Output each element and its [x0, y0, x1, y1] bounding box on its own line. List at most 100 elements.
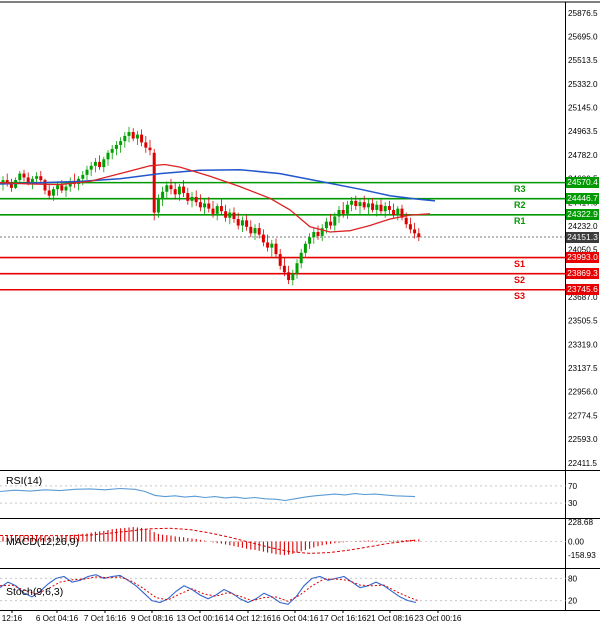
candle-body	[106, 152, 110, 160]
time-axis-label: 16 Oct 04:16	[272, 614, 319, 623]
candle-body	[240, 220, 244, 226]
time-axis-label: 23 Oct 00:16	[415, 614, 462, 623]
candle-body	[270, 243, 274, 248]
candle-body	[211, 208, 215, 214]
rsi-axis-label: 70	[568, 482, 578, 491]
price-axis-label: 23319.0	[568, 340, 598, 349]
candle-body	[362, 202, 366, 208]
macd-label: MACD(12,26,9)	[6, 536, 79, 548]
macd-signal-line	[0, 527, 416, 554]
candle-body	[60, 185, 64, 191]
candle-body	[375, 204, 379, 210]
price-badge-r1: 24322.9	[566, 209, 599, 221]
time-axis-label: 9 Oct 08:16	[131, 614, 174, 623]
candle-body	[5, 180, 9, 184]
candle-body	[291, 273, 295, 281]
candle-body	[404, 217, 408, 225]
candle-body	[316, 232, 320, 236]
candle-body	[26, 177, 30, 183]
candle-body	[114, 145, 118, 149]
time-axis-label: 6 Oct 04:16	[36, 614, 79, 623]
price-badge-s2: 23869.3	[566, 268, 599, 280]
rsi-line	[0, 487, 416, 502]
candle-body	[408, 224, 412, 230]
candle-body	[366, 203, 370, 208]
level-label-s3: S3	[514, 291, 526, 302]
candle-body	[337, 209, 341, 217]
candle-body	[161, 191, 165, 200]
level-label-r1: R1	[514, 216, 526, 227]
candle-body	[89, 165, 93, 170]
price-axis-label: 23687.0	[568, 293, 598, 302]
candle-body	[350, 200, 354, 205]
candle-body	[165, 185, 169, 192]
candle-body	[64, 186, 68, 191]
rsi-label: RSI(14)	[6, 475, 43, 487]
ma-red-line	[0, 163, 431, 233]
price-badge-r2: 24446.7	[566, 193, 599, 205]
candle-body	[207, 203, 211, 209]
candle-body	[39, 176, 43, 181]
candle-body	[43, 180, 47, 191]
ma-blue-line	[0, 168, 436, 202]
candle-body	[308, 237, 312, 244]
candle-body	[85, 169, 89, 175]
price-axis-label: 23137.5	[568, 364, 598, 373]
price-axis-label: 25332.0	[568, 80, 598, 89]
candle-body	[324, 221, 328, 229]
level-label-r3: R3	[514, 184, 526, 195]
macd-axis-label: -158.93	[568, 551, 596, 560]
candle-body	[140, 134, 144, 143]
candle-body	[127, 132, 131, 136]
candle-body	[295, 263, 299, 274]
candle-body	[274, 243, 278, 255]
candle-body	[329, 221, 333, 226]
candle-body	[18, 173, 22, 181]
candle-body	[358, 202, 362, 207]
candle-body	[30, 178, 34, 183]
macd-axis-label: 0.00	[568, 538, 584, 547]
candle-body	[198, 202, 202, 208]
price-axis-label: 22593.0	[568, 435, 598, 444]
candle-body	[261, 234, 265, 243]
time-axis-label: 17 Oct 16:16	[320, 614, 367, 623]
level-label-r2: R2	[514, 200, 526, 211]
candle-body	[144, 142, 148, 148]
candle-body	[266, 242, 270, 248]
candle-body	[148, 147, 152, 151]
candle-body	[299, 252, 303, 264]
candle-body	[278, 254, 282, 266]
candle-body	[9, 183, 13, 188]
candle-body	[387, 206, 391, 210]
candle-body	[249, 226, 253, 234]
price-badge-s3: 23745.6	[566, 284, 599, 296]
candle-body	[173, 189, 177, 195]
candle-body	[413, 229, 417, 234]
time-axis-label: 7 Oct 16:16	[84, 614, 127, 623]
candle-body	[135, 134, 139, 139]
candle-body	[182, 186, 186, 194]
candle-body	[287, 272, 291, 281]
candle-body	[224, 211, 228, 218]
candle-body	[35, 176, 39, 179]
candle-body	[236, 219, 240, 226]
candle-body	[56, 185, 60, 190]
candle-body	[203, 203, 207, 208]
stoch-axis-label: 80	[568, 574, 578, 583]
candle-body	[392, 209, 396, 216]
candle-body	[215, 206, 219, 214]
price-axis-label: 24782.0	[568, 151, 598, 160]
candle-body	[51, 189, 55, 196]
candle-body	[245, 220, 249, 227]
candle-body	[219, 206, 223, 212]
stoch-axis-label: 20	[568, 597, 578, 606]
candle-body	[371, 203, 375, 210]
level-label-s2: S2	[514, 275, 526, 286]
price-axis-label: 24963.5	[568, 127, 598, 136]
candle-body	[194, 196, 198, 203]
candle-body	[345, 204, 349, 214]
candle-body	[417, 233, 421, 238]
candle-body	[123, 135, 127, 142]
candle-body	[341, 209, 345, 214]
